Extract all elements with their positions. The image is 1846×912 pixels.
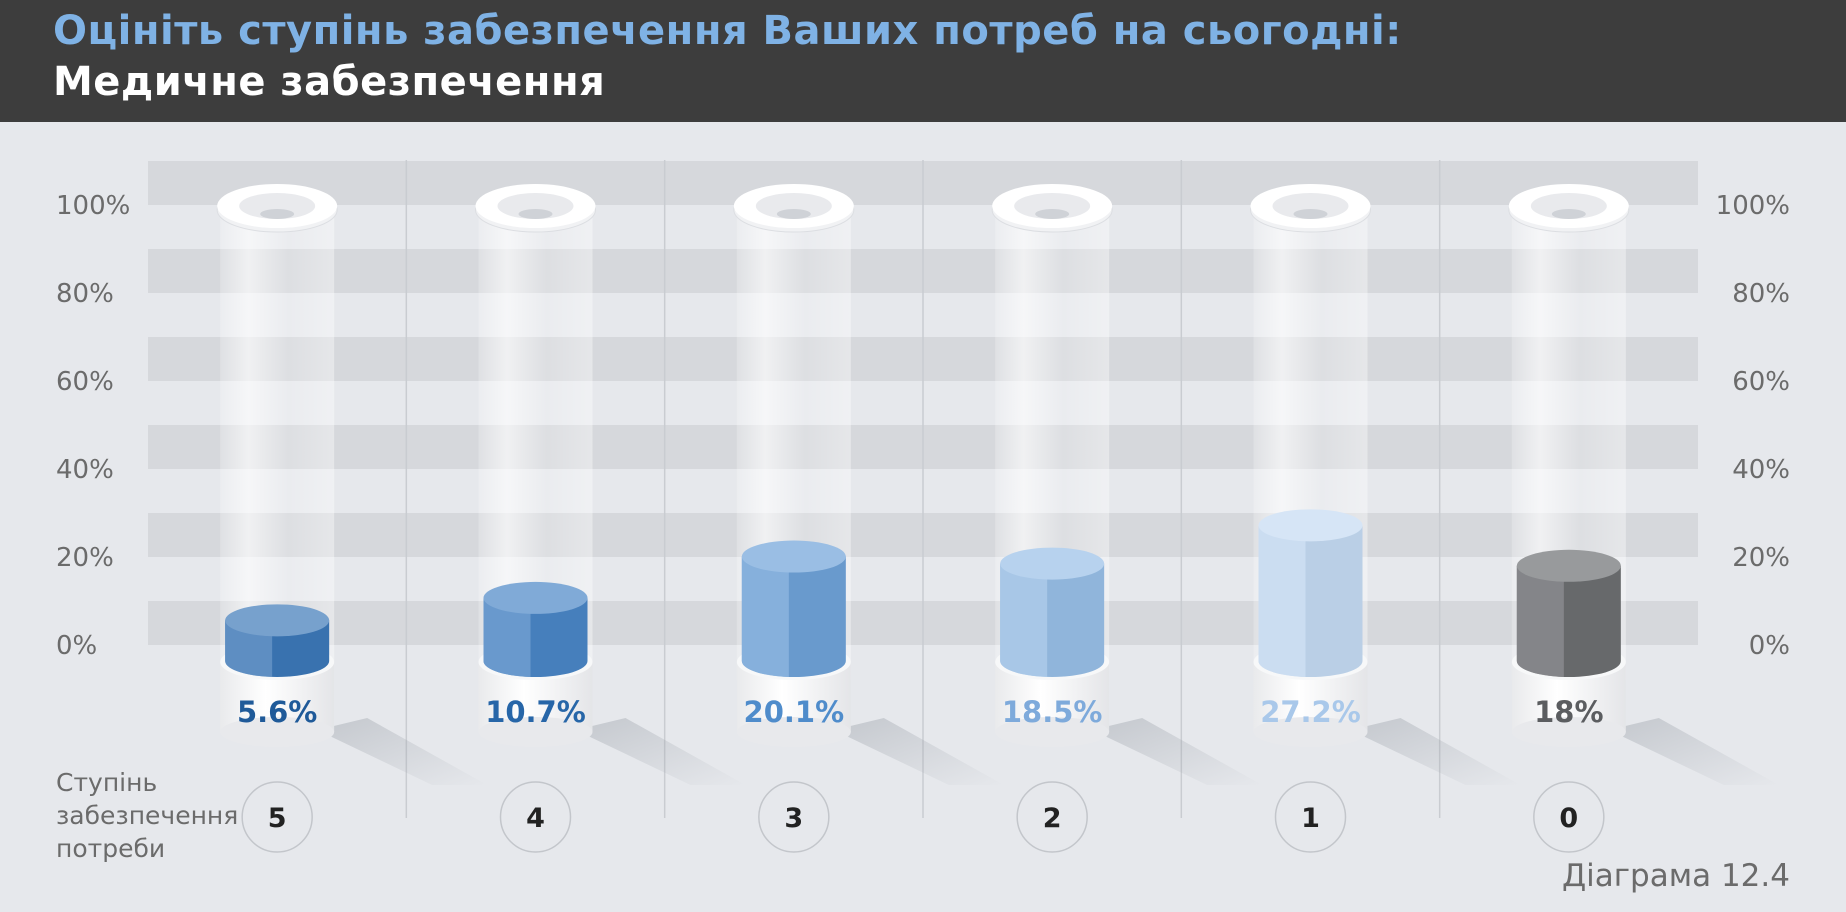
- base-ring-bottom: [995, 717, 1110, 747]
- tube-top-hole-inner: [776, 209, 811, 219]
- category-label-4: 4: [526, 803, 545, 834]
- bar-highlight: [1516, 565, 1564, 677]
- tube-top-hole-inner: [1551, 209, 1586, 219]
- bar-top-0: [1516, 549, 1621, 582]
- tube-top-hole: [1272, 193, 1349, 219]
- y-tick-label-right: 60%: [1732, 367, 1790, 397]
- category-label-1: 1: [1301, 803, 1320, 834]
- base-ring-bottom: [220, 717, 335, 747]
- bar-group-1: 27.2% 1: [1250, 184, 1521, 853]
- bar-group-5: 5.6% 5: [216, 184, 488, 853]
- category-circle: [1274, 781, 1347, 853]
- tube-top-hole-inner: [1035, 209, 1070, 219]
- y-tick-label-right: 100%: [1716, 191, 1790, 221]
- category-circle: [499, 781, 572, 853]
- bar-group-3: 20.1% 3: [733, 184, 1004, 853]
- bar-group-2: 18.5% 2: [991, 184, 1263, 853]
- category-circle: [1016, 781, 1088, 853]
- x-axis-label-line1: Ступінь: [56, 768, 158, 797]
- glass-tube: [220, 205, 335, 680]
- value-label-2: 18.5%: [1002, 695, 1103, 729]
- y-tick-label-left: 80%: [56, 279, 114, 309]
- bar-shadow: [1350, 718, 1521, 785]
- bar-shadow: [575, 718, 746, 785]
- bar-top-2: [1000, 547, 1105, 580]
- base-ring-bottom: [1253, 717, 1368, 747]
- category-label-3: 3: [784, 803, 803, 834]
- value-label-4: 10.7%: [485, 695, 586, 729]
- bar-top-3: [741, 540, 846, 573]
- bar-group-0: 18% 0: [1508, 184, 1779, 853]
- value-label-1: 27.2%: [1260, 695, 1361, 729]
- tube-top-hole: [755, 193, 832, 219]
- y-tick-label-left: 40%: [56, 455, 114, 485]
- bar-highlight: [741, 556, 789, 677]
- tube-top-hole-inner: [260, 209, 295, 219]
- header-bar: Оцініть ступінь забезпечення Ваших потре…: [0, 0, 1846, 122]
- bar-highlight: [483, 597, 531, 677]
- y-tick-label-right: 20%: [1732, 543, 1790, 573]
- y-tick-label-right: 40%: [1732, 455, 1790, 485]
- tube-top-hole-inner: [518, 209, 553, 219]
- bar-highlight: [1000, 563, 1048, 677]
- category-circle: [1533, 781, 1605, 853]
- category-label-5: 5: [268, 803, 287, 834]
- tube-top-hole: [239, 193, 316, 219]
- bar-shadow: [1092, 718, 1263, 785]
- y-tick-label-right: 0%: [1749, 631, 1790, 661]
- tube-top-hole: [1530, 193, 1607, 219]
- x-axis-label-line3: потреби: [56, 834, 166, 863]
- value-label-3: 20.1%: [744, 695, 845, 729]
- bar-shadow: [833, 718, 1004, 785]
- tube-top-hole: [1014, 193, 1091, 219]
- category-circle: [241, 781, 313, 853]
- y-tick-label-left: 60%: [56, 367, 114, 397]
- value-label-0: 18%: [1534, 695, 1603, 729]
- diagram-caption: Діаграма 12.4: [1561, 858, 1790, 894]
- category-label-0: 0: [1559, 803, 1578, 834]
- y-tick-label-right: 80%: [1732, 279, 1790, 309]
- bar-highlight: [1258, 525, 1306, 677]
- chart-subtitle: Медичне забезпечення: [53, 59, 606, 105]
- bar-top-4: [483, 581, 588, 614]
- y-tick-label-left: 20%: [56, 543, 114, 573]
- base-ring-bottom: [478, 717, 593, 747]
- tube-top-hole-inner: [1293, 209, 1328, 219]
- bar-shadow: [1608, 718, 1779, 785]
- value-label-5: 5.6%: [237, 695, 317, 729]
- base-ring-bottom: [1511, 717, 1626, 747]
- bar-group-4: 10.7% 4: [475, 184, 746, 853]
- category-label-2: 2: [1043, 803, 1062, 834]
- bar-shadow: [317, 718, 488, 785]
- y-tick-label-left: 0%: [56, 631, 97, 661]
- chart-title: Оцініть ступінь забезпечення Ваших потре…: [53, 8, 1402, 54]
- category-circle: [758, 781, 830, 853]
- base-ring-bottom: [736, 717, 851, 747]
- bar-top-5: [225, 604, 330, 637]
- y-tick-label-left: 100%: [56, 191, 130, 221]
- bar-top-1: [1258, 509, 1363, 542]
- tube-top-hole: [497, 193, 574, 219]
- x-axis-label-line2: забезпечення: [56, 801, 239, 830]
- x-axis-label: Ступінь забезпечення потреби: [56, 766, 238, 865]
